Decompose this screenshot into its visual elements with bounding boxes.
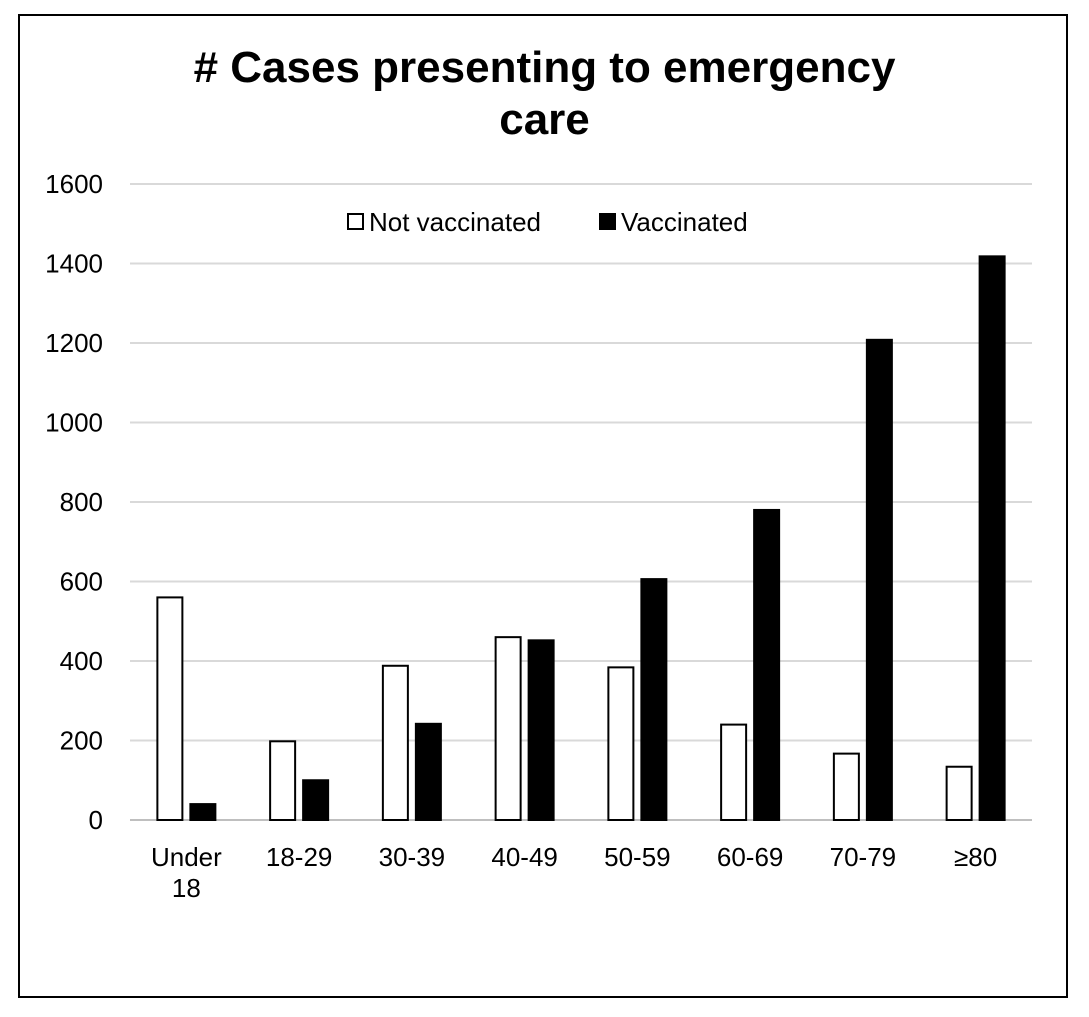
y-tick-label: 800: [60, 487, 103, 517]
bar-vaccinated: [753, 508, 781, 821]
bar-not-vaccinated: [269, 740, 297, 821]
legend-swatch-not-vaccinated: [347, 213, 364, 230]
bar-not-vaccinated: [945, 765, 973, 821]
x-tick-label: 50-59: [604, 842, 671, 872]
y-tick-label: 1400: [45, 249, 103, 279]
bar-vaccinated: [865, 338, 893, 821]
bar-vaccinated: [527, 639, 555, 822]
bar-not-vaccinated: [720, 723, 748, 821]
y-tick-label: 0: [89, 805, 103, 835]
x-tick-label: 30-39: [379, 842, 446, 872]
legend-label-vaccinated: Vaccinated: [621, 207, 748, 237]
bar-vaccinated: [302, 779, 330, 821]
x-tick-label: 18: [172, 873, 201, 903]
chart-title: # Cases presenting to emergency care: [0, 42, 1089, 146]
bar-vaccinated: [640, 578, 668, 821]
bar-not-vaccinated: [607, 666, 635, 821]
bar-vaccinated: [189, 803, 217, 821]
chart-title-line-2: care: [499, 95, 590, 144]
y-tick-label: 200: [60, 726, 103, 756]
bar-not-vaccinated: [832, 752, 860, 821]
x-tick-label: 70-79: [830, 842, 897, 872]
x-tick-label: 18-29: [266, 842, 333, 872]
y-tick-label: 1000: [45, 408, 103, 438]
y-tick-label: 1200: [45, 328, 103, 358]
chart-frame: [18, 14, 1068, 998]
legend-swatch-vaccinated: [599, 213, 616, 230]
y-tick-label: 1600: [45, 169, 103, 199]
bar-not-vaccinated: [156, 596, 184, 822]
legend-label-not-vaccinated: Not vaccinated: [369, 207, 541, 237]
y-tick-label: 400: [60, 646, 103, 676]
x-tick-label: 40-49: [491, 842, 558, 872]
chart-title-line-1: # Cases presenting to emergency: [193, 43, 896, 92]
y-tick-label: 600: [60, 567, 103, 597]
bar-vaccinated: [414, 722, 442, 821]
x-tick-label: Under: [151, 842, 222, 872]
bar-not-vaccinated: [381, 664, 409, 822]
bar-vaccinated: [978, 255, 1006, 822]
x-tick-label: 60-69: [717, 842, 784, 872]
x-tick-label: ≥80: [954, 842, 997, 872]
bar-not-vaccinated: [494, 636, 522, 822]
